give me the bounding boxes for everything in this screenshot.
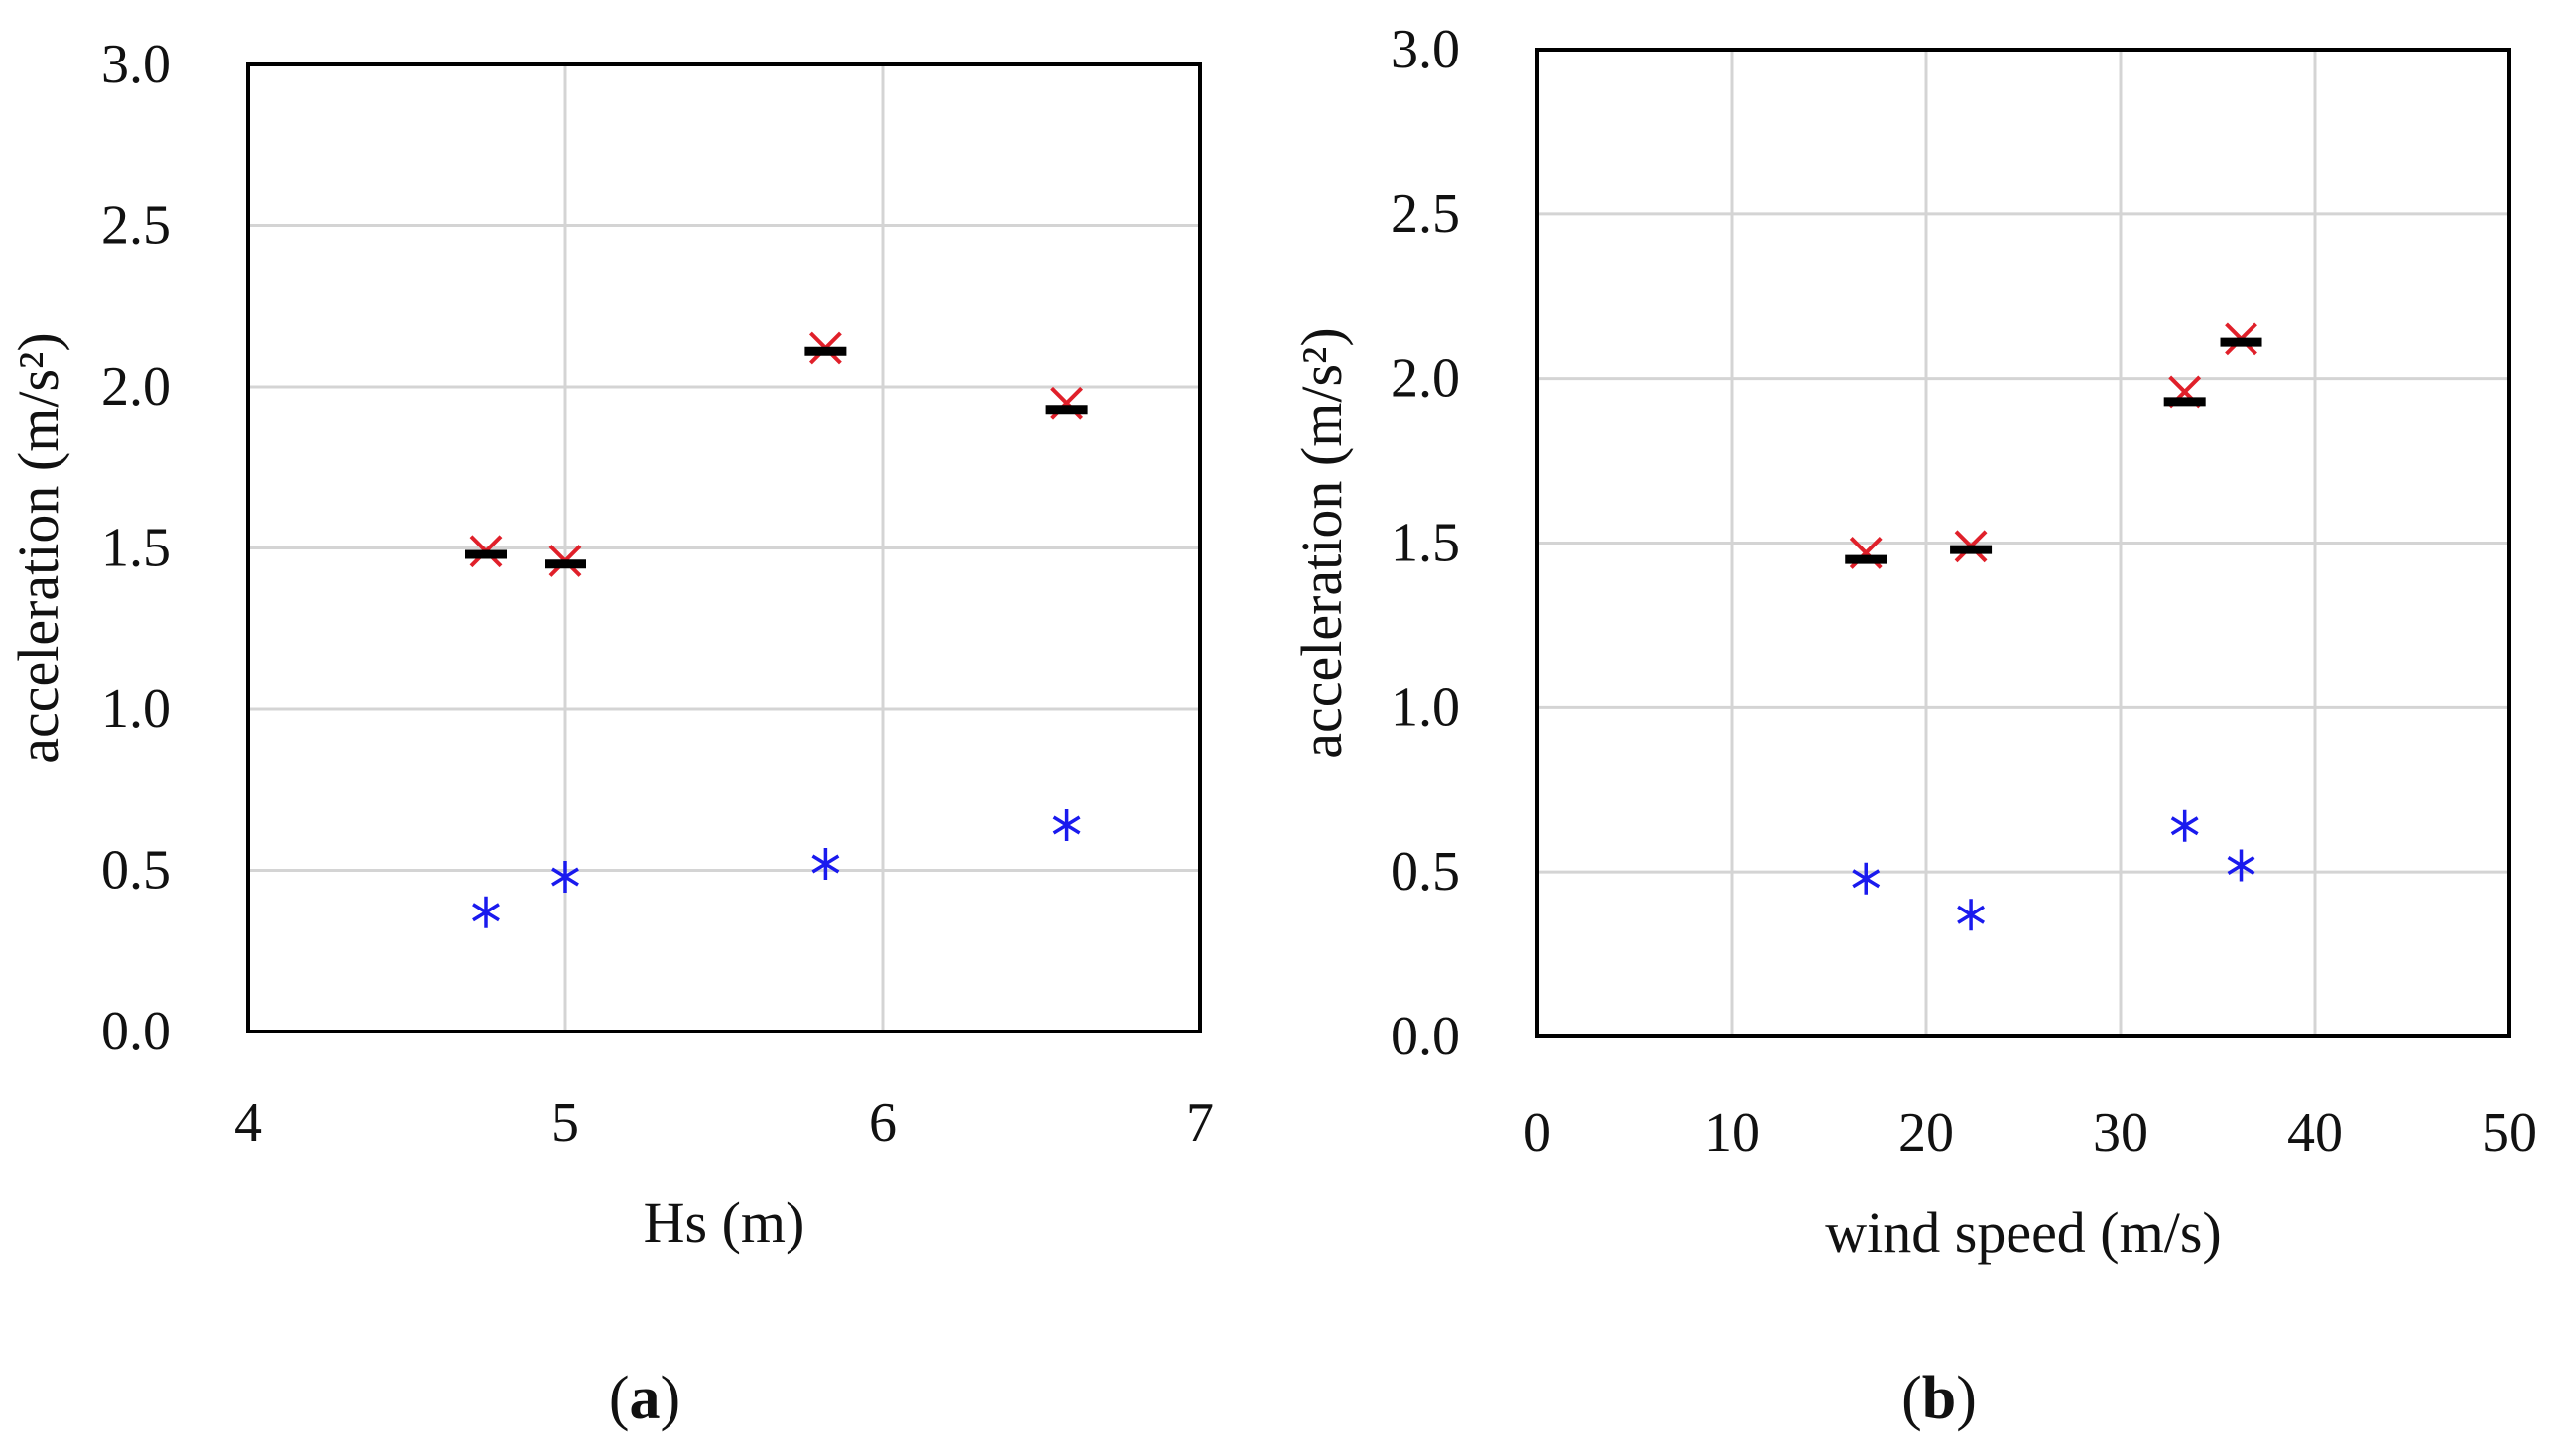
x-tick-label: 10 [1704,1102,1760,1163]
x-axis-title: wind speed (m/s) [1825,1200,2222,1265]
x-tick-label: 5 [551,1092,579,1153]
y-tick-label: 1.0 [101,678,171,740]
y-tick-label: 0.0 [1391,1006,1460,1067]
data-point-blue-asterisk [2227,849,2255,882]
x-tick-label: 6 [869,1092,897,1153]
plot-frame [246,62,1202,1033]
data-point-blue-asterisk [472,896,500,928]
data-point-blue-asterisk [1852,862,1881,895]
data-point-blue-asterisk [1052,809,1081,841]
x-tick-label: 4 [234,1092,262,1153]
x-tick-label: 30 [2093,1102,2148,1163]
y-tick-label: 0.0 [101,1001,171,1062]
panel-label: (b) [1901,1365,1977,1432]
y-tick-label: 0.5 [1391,841,1460,903]
chart-a: 0.0 0.5 1.0 1.5 2.0 2.5 3.0 4 5 6 7 Hs (m) accelerat… [6,34,1214,1432]
y-axis-title: acceleration (m/s²) [1289,327,1354,758]
data-point-blue-asterisk [811,848,840,880]
data-point-blue-asterisk [1957,899,1985,931]
y-tick-label: 1.5 [101,518,171,579]
x-tick-label: 7 [1186,1092,1214,1153]
y-tick-label: 2.0 [101,356,171,418]
y-tick-label: 2.5 [101,195,171,257]
x-tick-label: 40 [2287,1102,2343,1163]
data-point-blue-asterisk [551,861,579,893]
y-tick-label: 3.0 [101,34,171,95]
data-point-blue-asterisk [2170,809,2199,842]
x-tick-label: 0 [1523,1102,1551,1163]
y-tick-label: 1.0 [1391,676,1460,738]
y-tick-label: 1.5 [1391,513,1460,574]
plot-frame [1535,48,2511,1038]
x-tick-label: 50 [2482,1102,2537,1163]
y-tick-label: 0.5 [101,840,171,902]
y-axis-title: acceleration (m/s²) [6,332,70,763]
y-tick-label: 2.5 [1391,183,1460,245]
panel-label: (a) [609,1365,680,1432]
x-axis-title: Hs (m) [644,1190,805,1255]
chart-b: 0.0 0.5 1.0 1.5 2.0 2.5 3.0 0 10 20 30 40 50 wind spe… [1289,19,2537,1432]
y-tick-label: 3.0 [1391,19,1460,80]
x-tick-label: 20 [1898,1102,1954,1163]
y-tick-label: 2.0 [1391,348,1460,410]
